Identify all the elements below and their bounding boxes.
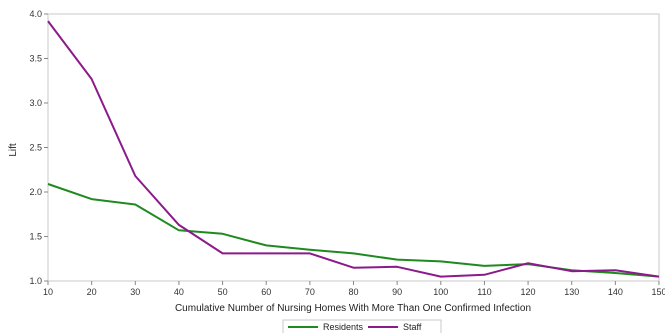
x-tick-label: 50: [218, 287, 228, 297]
y-tick-label: 2.0: [29, 187, 42, 197]
x-tick-label: 10: [43, 287, 53, 297]
plot-frame: [47, 13, 660, 282]
x-tick-label: 70: [305, 287, 315, 297]
y-axis: 1.0 1.5 2.0 2.5 3.0 3.5 4.0: [29, 9, 48, 286]
y-tick-label: 3.0: [29, 98, 42, 108]
legend: Residents Staff: [288, 322, 422, 332]
x-tick-label: 40: [174, 287, 184, 297]
x-tick-label: 150: [651, 287, 665, 297]
x-tick-label: 60: [261, 287, 271, 297]
series-lines: [47, 20, 660, 278]
x-tick-label: 140: [608, 287, 623, 297]
x-tick-label: 120: [521, 287, 536, 297]
x-tick-label: 90: [392, 287, 402, 297]
x-tick-label: 100: [433, 287, 448, 297]
x-tick-label: 20: [87, 287, 97, 297]
x-tick-label: 80: [348, 287, 358, 297]
legend-label-residents: Residents: [323, 322, 364, 332]
legend-box: [282, 319, 442, 333]
x-axis: 10 20 30 40 50 60 70 80 90 100 110 120 130 140 150: [43, 281, 665, 297]
y-tick-label: 1.0: [29, 276, 42, 286]
x-axis-title: Cumulative Number of Nursing Homes With …: [175, 303, 531, 314]
y-tick-label: 3.5: [29, 54, 42, 64]
x-tick-label: 110: [477, 287, 491, 297]
x-tick-label: 30: [130, 287, 140, 297]
legend-label-staff: Staff: [403, 322, 422, 332]
x-tick-label: 130: [564, 287, 579, 297]
y-tick-label: 4.0: [29, 9, 42, 19]
series-line-residents: [47, 183, 660, 278]
y-tick-label: 1.5: [29, 232, 42, 242]
y-axis-title: Lift: [8, 143, 19, 157]
y-tick-label: 2.5: [29, 143, 42, 153]
series-line-staff: [47, 20, 660, 278]
